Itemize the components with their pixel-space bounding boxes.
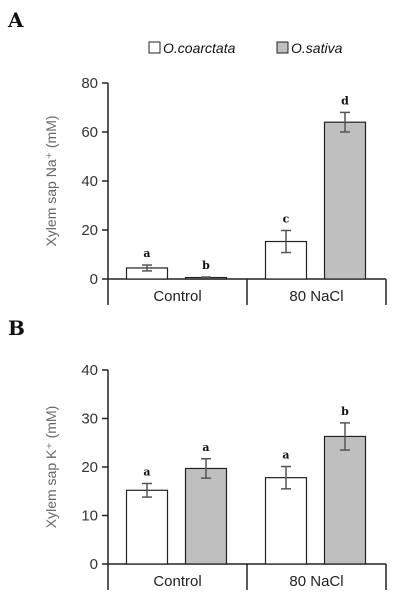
x-tick-label-a: 80 NaCl [289, 288, 343, 305]
significance-label-b: a [202, 441, 209, 454]
bar-b-o-coarctata [264, 477, 308, 565]
significance-label-a: a [143, 247, 150, 260]
panel-a: A Xylem sap Na⁺ (mM) 0 20 40 60 80 Control a b 8… [7, 8, 387, 305]
panel-letter-a: A [7, 8, 24, 32]
x-tick-label-a: Control [153, 288, 201, 305]
y-axis-label-a: Xylem sap Na⁺ (mM) [43, 115, 59, 246]
y-tick-label-a: 40 [81, 173, 98, 190]
y-tick-label-b: 10 [81, 508, 98, 525]
x-tick-label-b: 80 NaCl [289, 573, 343, 590]
panel-letter-b: B [8, 316, 25, 340]
significance-label-a: c [283, 212, 290, 225]
y-tick-label-b: 40 [81, 362, 98, 379]
y-tick-label-a: 20 [81, 222, 98, 239]
legend-label-o-coarctata: O.coarctata [163, 40, 236, 56]
y-tick-label-a: 80 [81, 75, 98, 92]
significance-label-b: a [282, 449, 289, 462]
bar-b-o-coarctata [125, 489, 169, 565]
bar-b-o-sativa [184, 467, 228, 565]
legend-swatch-o-sativa [276, 41, 289, 54]
significance-label-b: b [341, 405, 349, 418]
y-tick-label-b: 30 [81, 411, 98, 428]
panel-b: B Xylem sap K⁺ (mM) 0 10 20 30 40 Control a a 80… [8, 316, 387, 590]
bar-b-o-sativa [323, 435, 367, 565]
y-tick-label-b: 0 [90, 556, 98, 573]
y-axis-label-b: Xylem sap K⁺ (mM) [43, 406, 59, 529]
y-tick-label-a: 60 [81, 124, 98, 141]
x-tick-label-b: Control [153, 573, 201, 590]
legend-swatch-o-coarctata [148, 41, 161, 54]
y-tick-label-b: 20 [81, 459, 98, 476]
bar-a-o-sativa [323, 121, 367, 280]
legend: O.coarctata O.sativa [148, 40, 343, 56]
significance-label-b: a [143, 465, 150, 478]
legend-label-o-sativa: O.sativa [291, 40, 343, 56]
significance-label-a: d [341, 94, 349, 107]
significance-label-a: b [202, 259, 210, 272]
y-tick-label-a: 0 [90, 271, 98, 288]
